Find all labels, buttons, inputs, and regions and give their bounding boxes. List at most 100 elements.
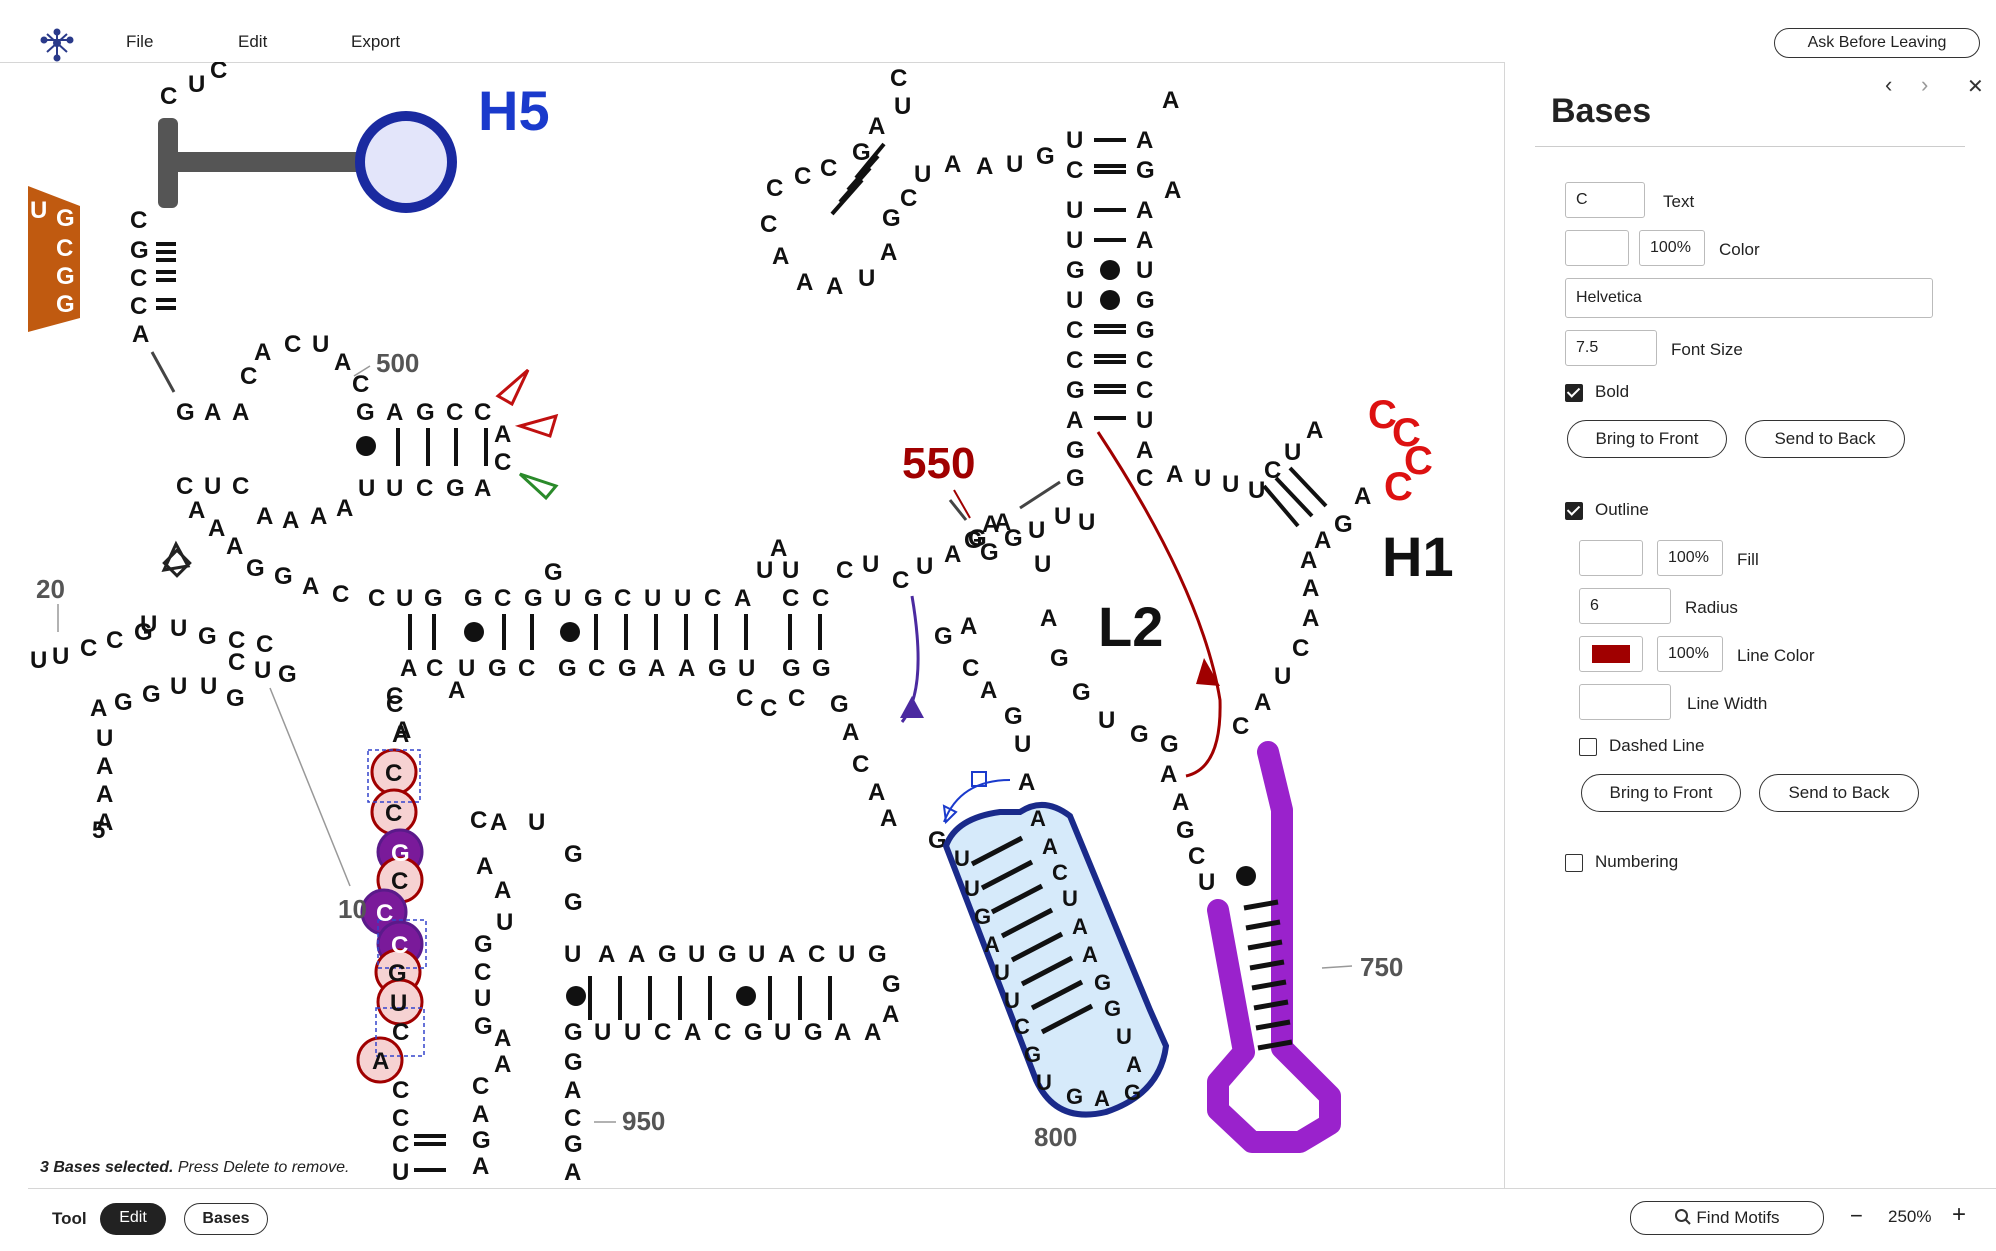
- svg-text:G: G: [1130, 721, 1149, 748]
- svg-text:A: A: [490, 809, 507, 836]
- menu-export[interactable]: Export: [351, 32, 401, 51]
- tool-label: Tool: [52, 1209, 87, 1228]
- svg-text:U: U: [1028, 517, 1045, 544]
- svg-text:G: G: [968, 525, 987, 552]
- svg-text:G: G: [134, 619, 153, 646]
- bring-to-front-button-text[interactable]: Bring to Front: [1567, 420, 1727, 458]
- svg-text:G: G: [564, 841, 583, 868]
- fill-opacity-input[interactable]: 100%: [1657, 540, 1723, 576]
- svg-text:A: A: [628, 941, 645, 968]
- numbering-checkbox[interactable]: [1565, 854, 1583, 872]
- svg-text:U: U: [312, 331, 329, 358]
- font-size-input[interactable]: 7.5: [1565, 330, 1657, 366]
- svg-text:U: U: [756, 557, 773, 584]
- svg-text:U: U: [528, 809, 545, 836]
- svg-text:C: C: [1292, 635, 1309, 662]
- h5-handle-shape[interactable]: [158, 111, 457, 213]
- outline-checkbox[interactable]: [1565, 502, 1583, 520]
- svg-text:C: C: [1368, 393, 1397, 437]
- svg-text:C: C: [210, 62, 227, 84]
- svg-text:U: U: [1004, 988, 1020, 1013]
- panel-divider: [1535, 146, 1965, 147]
- svg-text:A: A: [796, 269, 813, 296]
- line-color-swatch[interactable]: [1579, 636, 1643, 672]
- svg-text:U: U: [838, 941, 855, 968]
- svg-text:U: U: [30, 647, 47, 674]
- bold-label: Bold: [1595, 382, 1630, 401]
- menu-edit[interactable]: Edit: [238, 32, 268, 51]
- svg-text:U: U: [1062, 886, 1078, 911]
- find-motifs-button[interactable]: Find Motifs: [1630, 1201, 1824, 1235]
- svg-text:C: C: [386, 683, 403, 710]
- chevron-right-icon[interactable]: ›: [1921, 72, 1929, 97]
- svg-text:G: G: [176, 399, 195, 426]
- edit-tool-tab[interactable]: Edit: [100, 1203, 166, 1235]
- svg-text:A: A: [1136, 197, 1153, 224]
- svg-text:A: A: [1172, 789, 1189, 816]
- text-input[interactable]: C: [1565, 182, 1645, 218]
- triangle-annotations[interactable]: [161, 368, 559, 578]
- svg-text:U: U: [1284, 439, 1301, 466]
- send-to-back-button-outline[interactable]: Send to Back: [1759, 774, 1919, 812]
- label-l2[interactable]: L2: [1098, 595, 1163, 658]
- svg-text:U: U: [1066, 227, 1083, 254]
- line-color-opacity-input[interactable]: 100%: [1657, 636, 1723, 672]
- fill-color-swatch[interactable]: [1579, 540, 1643, 576]
- svg-text:A: A: [256, 503, 273, 530]
- svg-text:A: A: [994, 509, 1011, 536]
- red-arrow[interactable]: [1096, 431, 1222, 778]
- zoom-out-button[interactable]: −: [1850, 1203, 1863, 1228]
- svg-text:A: A: [1166, 461, 1183, 488]
- ask-before-leaving-button[interactable]: Ask Before Leaving: [1774, 28, 1980, 58]
- bring-to-front-button-outline[interactable]: Bring to Front: [1581, 774, 1741, 812]
- svg-text:G: G: [1050, 645, 1069, 672]
- send-to-back-button-text[interactable]: Send to Back: [1745, 420, 1905, 458]
- svg-text:C: C: [284, 331, 301, 358]
- line-width-input[interactable]: [1579, 684, 1671, 720]
- bases-tool-tab[interactable]: Bases: [184, 1203, 268, 1235]
- svg-text:A: A: [232, 399, 249, 426]
- svg-text:G: G: [1024, 1042, 1041, 1067]
- svg-text:A: A: [1018, 769, 1035, 796]
- svg-text:A: A: [1314, 527, 1331, 554]
- label-h1[interactable]: H1: [1382, 525, 1454, 588]
- svg-text:A: A: [976, 153, 993, 180]
- app-logo-icon[interactable]: [40, 28, 74, 62]
- svg-text:G: G: [198, 623, 217, 650]
- close-icon[interactable]: ✕: [1967, 76, 1984, 98]
- radius-input[interactable]: 6: [1579, 588, 1671, 624]
- zoom-in-button[interactable]: +: [1952, 1201, 1967, 1228]
- font-family-select[interactable]: Helvetica: [1565, 278, 1933, 318]
- color-swatch[interactable]: [1565, 230, 1629, 266]
- color-opacity-input[interactable]: 100%: [1639, 230, 1705, 266]
- svg-text:A: A: [302, 573, 319, 600]
- outline-label: Outline: [1595, 500, 1649, 519]
- svg-text:G: G: [564, 889, 583, 916]
- svg-text:A: A: [734, 585, 751, 612]
- font-size-label: Font Size: [1671, 340, 1743, 359]
- purple-hairpin-shape[interactable]: [1207, 741, 1341, 1153]
- svg-text:G: G: [356, 399, 375, 426]
- menu-file[interactable]: File: [126, 32, 154, 51]
- chevron-left-icon[interactable]: ‹: [1885, 72, 1893, 97]
- bold-checkbox[interactable]: [1565, 384, 1583, 402]
- svg-text:A: A: [96, 809, 113, 836]
- numbering-leader-lines: [57, 365, 1353, 1123]
- svg-text:G: G: [744, 1019, 763, 1046]
- svg-text:A: A: [472, 1101, 489, 1128]
- svg-text:A: A: [864, 1019, 881, 1046]
- label-h5[interactable]: H5: [478, 79, 550, 142]
- svg-text:G: G: [1066, 437, 1085, 464]
- label-550[interactable]: 550: [902, 439, 975, 488]
- svg-text:G: G: [1066, 257, 1085, 284]
- svg-text:U: U: [1036, 1070, 1052, 1095]
- dashed-line-checkbox[interactable]: [1579, 738, 1597, 756]
- svg-text:U: U: [688, 941, 705, 968]
